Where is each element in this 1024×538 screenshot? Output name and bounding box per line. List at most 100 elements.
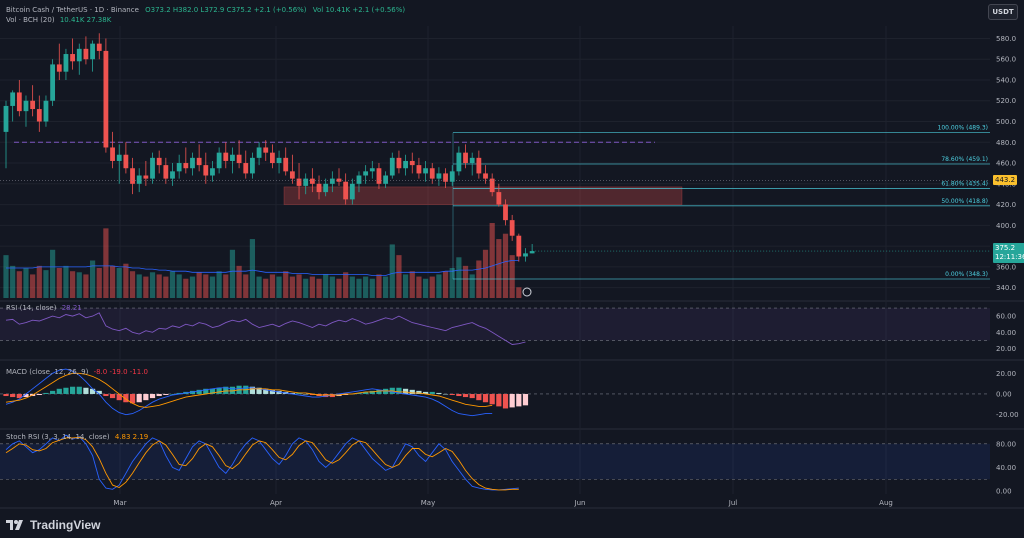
candle	[423, 160, 428, 182]
candle	[436, 167, 442, 186]
candle	[223, 142, 229, 169]
x-tick-label: Jun	[574, 499, 586, 507]
macd-histogram-bar	[36, 393, 42, 395]
macd-histogram-bar	[329, 393, 335, 398]
volume-bar	[89, 260, 96, 298]
tradingview-logo-icon	[6, 520, 23, 530]
candle-body	[243, 163, 249, 174]
volume-bar	[183, 278, 189, 298]
candle	[283, 147, 289, 176]
rsi-tick-label: 20.00	[996, 345, 1016, 353]
candle-body	[103, 50, 109, 148]
volume-bar	[103, 228, 109, 298]
candle	[329, 171, 335, 193]
y-tick-label: 400.0	[996, 222, 1016, 230]
stoch-legend[interactable]: Stoch RSI (3, 3, 14, 14, close) 4.83 2.1…	[6, 433, 148, 441]
stoch-tick-label: 40.00	[996, 464, 1016, 472]
volume-legend[interactable]: Vol · BCH (20) 10.41K 27.38K	[6, 16, 111, 24]
volume-bar	[323, 274, 329, 298]
rsi-pane[interactable]	[0, 307, 990, 345]
candle-body	[336, 178, 342, 182]
y-tick-label: 360.0	[996, 263, 1016, 271]
symbol-legend[interactable]: Bitcoin Cash / TetherUS · 1D · Binance O…	[6, 6, 405, 14]
volume-bar	[369, 278, 375, 298]
macd-pane[interactable]	[0, 368, 990, 417]
current-price: 375.2	[995, 244, 1016, 252]
macd-tick-label: -20.00	[996, 411, 1019, 419]
stoch-values: 4.83 2.19	[114, 433, 149, 441]
candle-body	[303, 178, 309, 186]
macd-histogram-bar	[383, 388, 389, 394]
candle	[469, 152, 475, 176]
volume-bar	[456, 257, 462, 298]
macd-histogram-bar	[482, 393, 489, 403]
tradingview-brand[interactable]: TradingView	[6, 518, 100, 532]
candle-body	[76, 48, 82, 62]
candle-body	[210, 168, 215, 176]
macd-histogram-bar	[516, 393, 522, 407]
candle-body	[176, 163, 182, 172]
macd-histogram-bar	[176, 392, 182, 394]
stoch-rsi-pane[interactable]	[0, 434, 990, 491]
candle	[363, 165, 369, 184]
volume-bar	[10, 265, 16, 298]
fib-level-label: 61.80% (435.4)	[941, 181, 988, 188]
volume-bar	[216, 271, 222, 298]
volume-bar	[236, 265, 242, 298]
macd-histogram-bar	[289, 392, 295, 394]
candle-body	[123, 154, 129, 169]
macd-legend[interactable]: MACD (close, 12, 26, 9) -8.0 -19.0 -11.0	[6, 368, 148, 376]
candle	[63, 48, 69, 80]
macd-histogram-bar	[276, 390, 282, 394]
macd-histogram-bar	[63, 387, 69, 394]
macd-histogram-bar	[229, 386, 236, 394]
y-tick-label: 580.0	[996, 35, 1016, 43]
macd-histogram-bar	[70, 386, 76, 394]
candle-body	[143, 175, 149, 179]
vol-line: Vol 10.41K +2.1 (+0.56%)	[312, 6, 406, 14]
candle	[403, 154, 408, 176]
macd-histogram-bar	[363, 391, 369, 394]
y-tick-label: 540.0	[996, 76, 1016, 84]
candle-body	[309, 178, 315, 184]
candle-body	[403, 160, 408, 169]
candle-body	[529, 251, 535, 254]
volume-bar	[156, 274, 162, 298]
fib-price-tag: 443.2	[993, 175, 1018, 185]
volume-bar	[3, 255, 9, 298]
candle	[256, 142, 262, 166]
candle	[409, 152, 415, 174]
macd-histogram-bar	[309, 393, 315, 395]
macd-histogram-bar	[169, 393, 176, 395]
rsi-tick-label: 60.00	[996, 313, 1016, 321]
volume-bar	[429, 276, 435, 298]
candle	[203, 152, 209, 184]
candle	[489, 173, 495, 197]
stoch-band	[0, 443, 990, 480]
volume-bar	[329, 276, 335, 298]
macd-histogram-bar	[56, 388, 62, 394]
candle	[336, 168, 342, 186]
candle-body	[523, 253, 528, 257]
macd-histogram-bar	[369, 390, 375, 394]
volume-bar	[356, 278, 362, 298]
candle	[503, 199, 508, 226]
macd-histogram-bar	[502, 393, 509, 409]
currency-button[interactable]: USDT	[988, 4, 1018, 20]
macd-histogram-bar	[163, 393, 169, 395]
candle	[250, 152, 255, 179]
candle	[103, 38, 109, 153]
candle-body	[156, 157, 162, 166]
volume-bar	[96, 268, 102, 298]
macd-histogram-bar	[123, 393, 129, 403]
candle-body	[270, 152, 275, 164]
volume-bar	[123, 263, 129, 298]
candle-body	[130, 168, 135, 184]
candle	[483, 165, 488, 184]
goto-realtime-icon	[522, 287, 532, 297]
volume-bar	[76, 272, 82, 298]
rsi-legend[interactable]: RSI (14, close) 28.21	[6, 304, 82, 312]
macd-histogram-bar	[23, 393, 29, 398]
price-pane[interactable]: 100.00% (489.3) 78.60% (459.1) 61.80% (435…	[0, 33, 990, 298]
